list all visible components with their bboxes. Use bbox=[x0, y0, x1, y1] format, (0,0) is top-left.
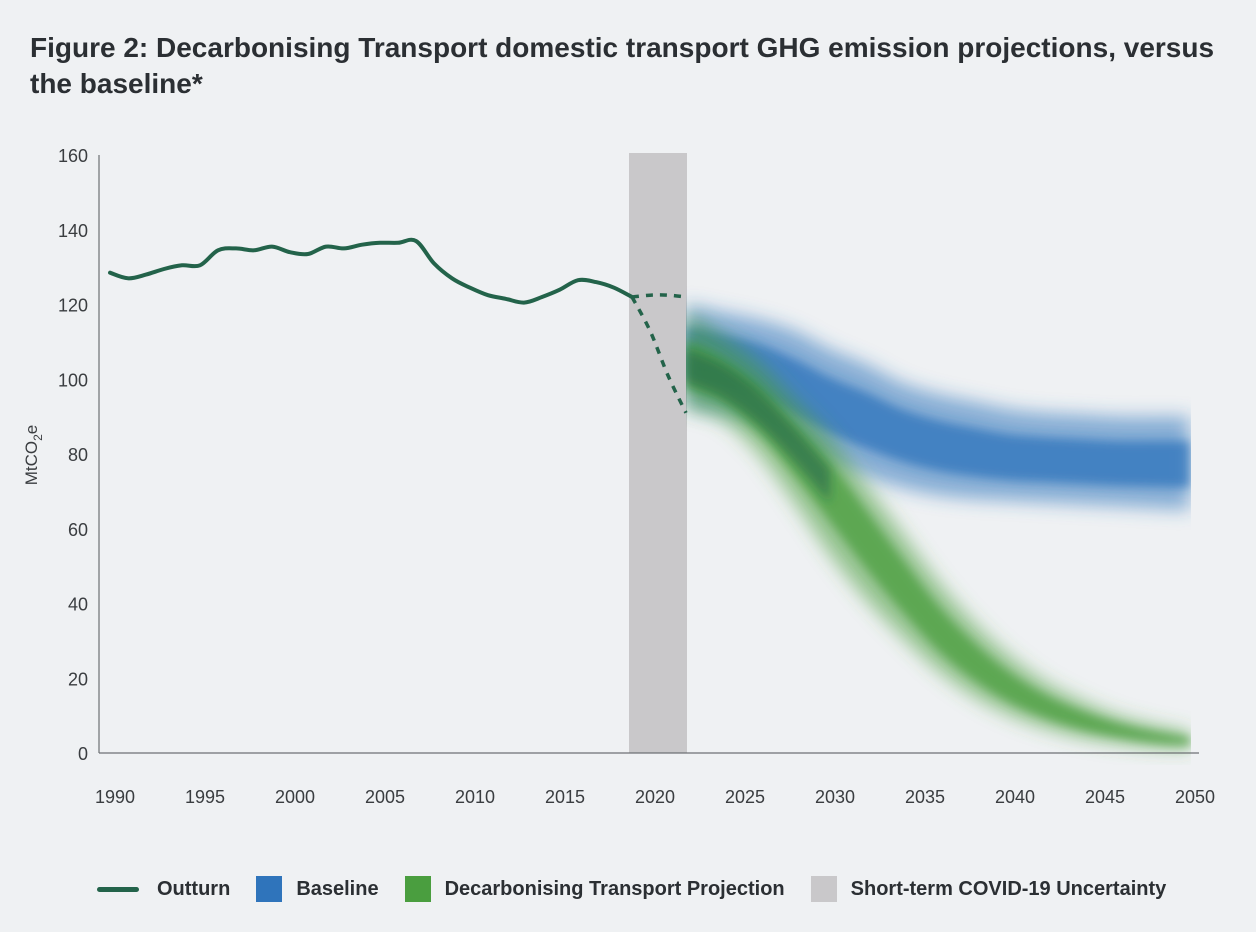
legend-item-outturn: Outturn bbox=[97, 878, 230, 901]
x-tick-label: 2035 bbox=[905, 787, 945, 807]
x-tick-label: 2025 bbox=[725, 787, 765, 807]
series-line-dashed-1 bbox=[631, 293, 687, 299]
x-tick-label: 1995 bbox=[185, 787, 225, 807]
covid-uncertainty-band bbox=[629, 153, 687, 753]
x-tick-label: 2010 bbox=[455, 787, 495, 807]
y-tick-label: 100 bbox=[58, 370, 88, 390]
x-tick-label: 2015 bbox=[545, 787, 585, 807]
y-axis-label: MtCO2e bbox=[22, 425, 45, 486]
legend-baseline-label: Baseline bbox=[296, 877, 379, 900]
x-tick-label: 2005 bbox=[365, 787, 405, 807]
x-tick-label: 2050 bbox=[1175, 787, 1215, 807]
series-line-dashed-2 bbox=[630, 296, 688, 414]
legend-outturn-swatch bbox=[97, 886, 139, 892]
x-tick-label: 1990 bbox=[95, 787, 135, 807]
projection-overlap-core bbox=[686, 349, 830, 503]
decarbonising-transport-projection-band-outer bbox=[686, 312, 1190, 750]
x-tick-label: 2045 bbox=[1085, 787, 1125, 807]
y-tick-label: 120 bbox=[58, 296, 88, 316]
legend-item-projection: Decarbonising Transport Projection bbox=[404, 876, 785, 902]
chart-title: Figure 2: Decarbonising Transport domest… bbox=[30, 32, 1215, 99]
legend: Outturn Baseline Decarbonising Transport… bbox=[97, 873, 1192, 905]
legend-projection-swatch bbox=[404, 876, 431, 902]
x-tick-label: 2000 bbox=[275, 787, 315, 807]
baseline-band-core bbox=[686, 326, 1190, 488]
legend-baseline-swatch bbox=[256, 876, 283, 902]
legend-projection-label: Decarbonising Transport Projection bbox=[444, 877, 785, 900]
legend-item-covid: Short-term COVID-19 Uncertainty bbox=[810, 876, 1167, 902]
x-tick-label: 2020 bbox=[635, 787, 675, 807]
y-tick-label: 160 bbox=[58, 146, 88, 166]
decarbonising-transport-projection-band-core bbox=[686, 340, 1190, 746]
y-tick-label: 140 bbox=[58, 221, 88, 241]
x-tick-label: 2030 bbox=[815, 787, 855, 807]
y-tick-label: 60 bbox=[68, 520, 88, 540]
legend-covid-swatch bbox=[810, 876, 837, 902]
y-tick-label: 80 bbox=[68, 445, 88, 465]
legend-outturn-label: Outturn bbox=[157, 877, 231, 900]
legend-item-baseline: Baseline bbox=[256, 876, 379, 902]
y-tick-label: 40 bbox=[68, 595, 88, 615]
series-line-outturn bbox=[108, 237, 634, 305]
y-tick-label: 20 bbox=[68, 669, 88, 689]
legend-covid-label: Short-term COVID-19 Uncertainty bbox=[850, 877, 1167, 900]
x-tick-label: 2040 bbox=[995, 787, 1035, 807]
y-tick-label: 0 bbox=[78, 744, 88, 764]
